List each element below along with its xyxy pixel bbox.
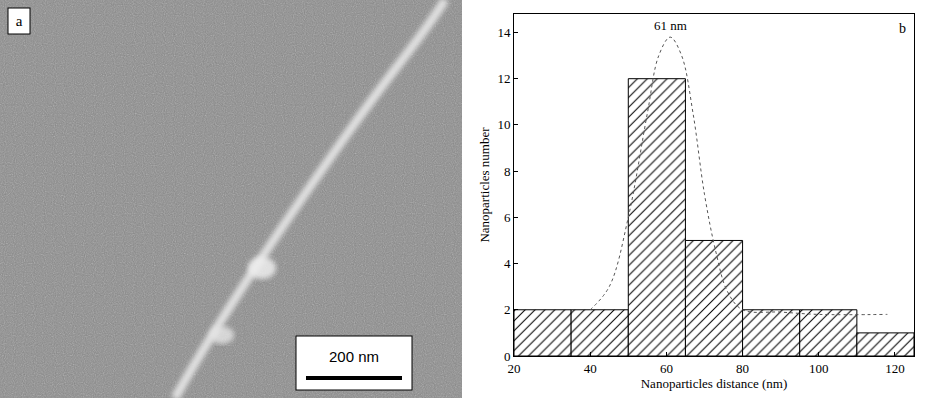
svg-text:a: a: [16, 13, 23, 29]
svg-text:10: 10: [497, 117, 510, 132]
svg-text:80: 80: [736, 361, 749, 376]
svg-text:120: 120: [885, 361, 905, 376]
svg-text:0: 0: [504, 349, 511, 364]
svg-text:Nanoparticles number: Nanoparticles number: [477, 127, 492, 243]
svg-text:12: 12: [497, 71, 510, 86]
svg-text:Nanoparticles distance (nm): Nanoparticles distance (nm): [641, 376, 788, 391]
svg-text:14: 14: [497, 25, 511, 40]
svg-text:8: 8: [504, 164, 511, 179]
svg-text:b: b: [899, 21, 906, 36]
svg-text:200 nm: 200 nm: [329, 348, 379, 365]
svg-text:2: 2: [504, 302, 511, 317]
svg-text:60: 60: [660, 361, 673, 376]
svg-text:40: 40: [584, 361, 597, 376]
svg-text:20: 20: [508, 361, 521, 376]
svg-text:100: 100: [809, 361, 829, 376]
svg-text:4: 4: [504, 256, 511, 271]
svg-text:6: 6: [504, 210, 511, 225]
svg-text:61 nm: 61 nm: [654, 18, 687, 33]
